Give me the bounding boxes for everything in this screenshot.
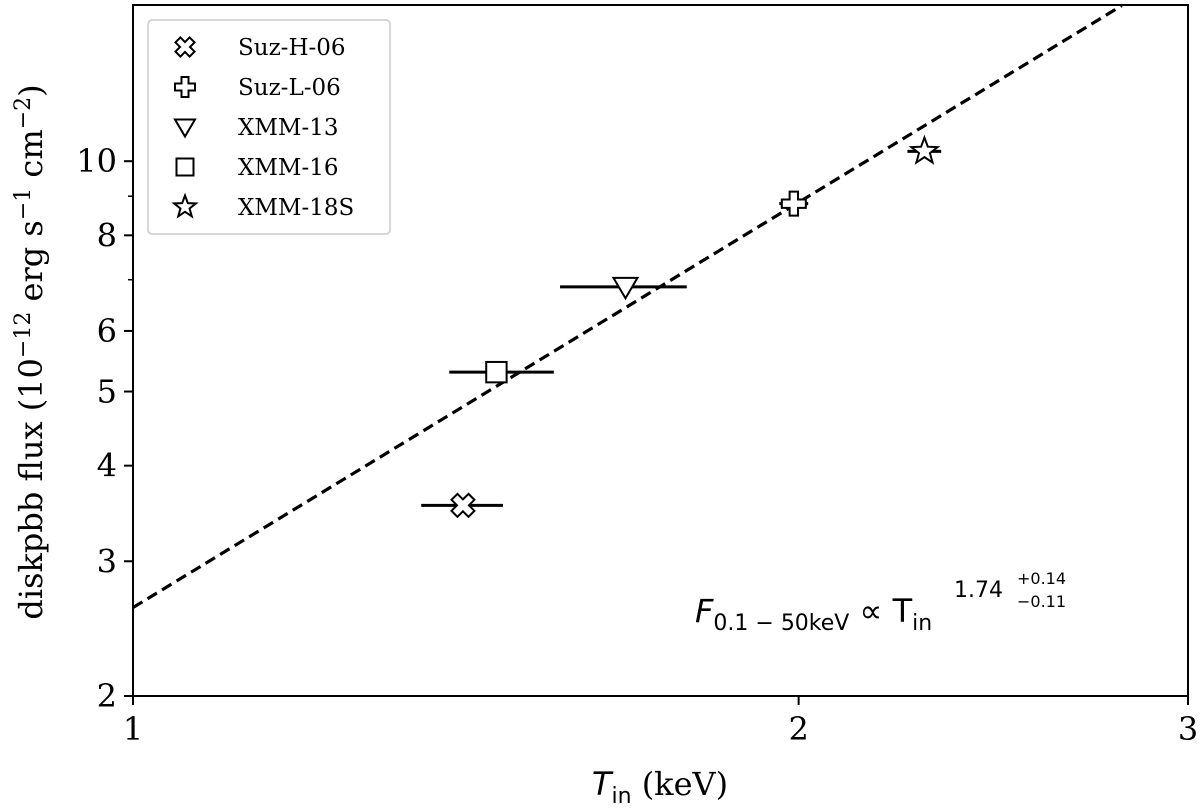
legend-marker-xmm-16	[175, 157, 195, 177]
y-axis-label-sup3: −2	[11, 97, 36, 129]
legend-marker-xmm-18s	[171, 192, 199, 219]
y-tick-label-4: 4	[97, 447, 117, 485]
plot-frame	[132, 4, 1189, 697]
data-points-layer	[421, 134, 942, 519]
legend: Suz-H-06 Suz-L-06 XMM-13 XMM-16 XMM-18S	[147, 19, 391, 235]
x-axis-label-rest: (keV)	[632, 765, 729, 803]
y-tick-label-5: 5	[97, 373, 117, 411]
x-axis-label-sub: in	[611, 784, 631, 809]
annotation-sub: 0.1 − 50keV	[713, 611, 849, 636]
annotation-exp: 1.74	[954, 578, 1003, 603]
x-axis-label: Tin (keV)	[592, 765, 728, 809]
annotation-main: F	[695, 592, 714, 630]
data-point-suz-h-06	[450, 492, 476, 519]
y-tick-label-8: 8	[97, 216, 117, 254]
legend-marker-xmm-13	[173, 118, 197, 139]
annotation-exp-minus: −0.11	[1017, 592, 1066, 611]
legend-label-suz-h-06: Suz-H-06	[238, 35, 346, 61]
x-tick-label-2: 2	[788, 710, 808, 748]
annotation-sub2: in	[912, 611, 932, 636]
x-tick-label-1: 1	[123, 710, 143, 748]
annotation-exp-plus: +0.14	[1017, 569, 1066, 588]
x-axis-label-main: T	[592, 765, 614, 803]
fit-line-layer	[132, 4, 1123, 609]
y-axis-label-mid1: erg s	[12, 220, 50, 311]
y-tick-label-3: 3	[97, 542, 117, 580]
data-point-xmm-18s	[908, 134, 941, 165]
x-tick-label-3: 3	[1178, 710, 1198, 748]
data-point-suz-l-06	[780, 190, 807, 217]
legend-label-suz-l-06: Suz-L-06	[238, 75, 341, 101]
data-point-xmm-16	[485, 360, 508, 384]
legend-label-xmm-18s: XMM-18S	[238, 195, 354, 221]
fit-annotation: F0.1 − 50keV ∝ Tin 1.74 +0.14 −0.11	[695, 569, 1066, 636]
y-axis-label: diskpbb flux (10−12 erg s−1 cm−2)	[11, 84, 50, 619]
y-tick-label-2: 2	[97, 677, 117, 715]
legend-label-xmm-13: XMM-13	[238, 115, 339, 141]
y-axis-label-sup1: −12	[11, 312, 36, 358]
legend-box	[147, 19, 391, 235]
fit-line	[132, 4, 1123, 609]
legend-marker-suz-h-06	[174, 36, 196, 58]
y-tick-label-10: 10	[76, 142, 117, 180]
y-axis-label-sup2: −1	[11, 188, 36, 220]
annotation-mid: ∝ T	[849, 592, 912, 630]
data-point-xmm-13	[611, 276, 640, 301]
svg-text:F0.1 − 50keV ∝ Tin: F0.1 − 50keV ∝ Tin	[695, 592, 932, 636]
legend-marker-suz-l-06	[174, 76, 196, 98]
y-axis-label-post: )	[12, 84, 50, 96]
y-axis-label-mid2: cm	[12, 129, 50, 187]
legend-label-xmm-16: XMM-16	[238, 155, 339, 181]
y-tick-label-6: 6	[97, 312, 117, 350]
y-axis-label-pre: diskpbb flux (10	[12, 358, 50, 620]
